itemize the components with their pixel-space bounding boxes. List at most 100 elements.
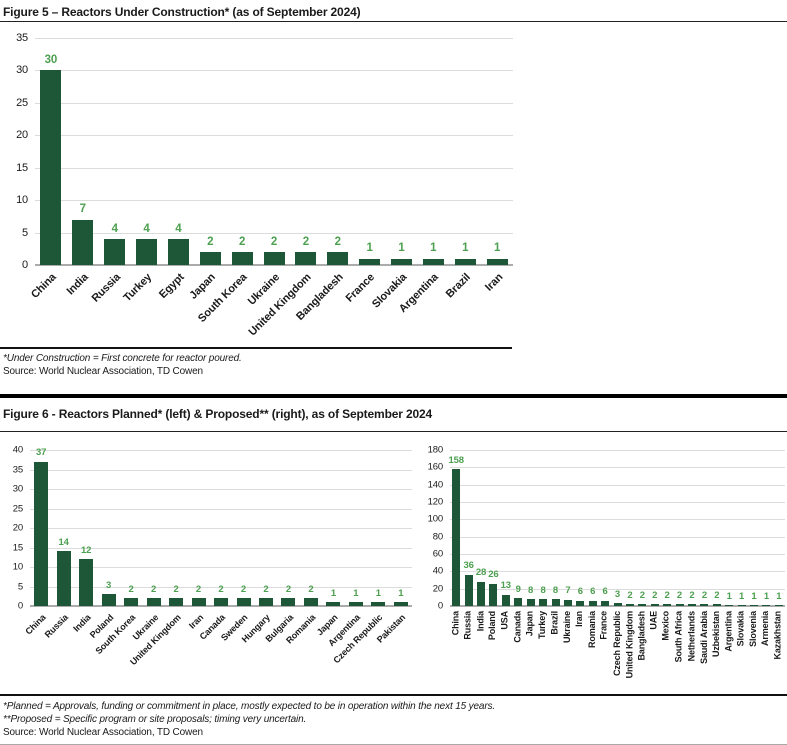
bar (303, 598, 318, 606)
x-category-label: China (29, 271, 59, 301)
x-category-label: Japan (524, 611, 535, 637)
y-tick-label: 30 (12, 483, 23, 495)
bar (327, 252, 349, 265)
bar (79, 559, 94, 606)
bar (72, 219, 94, 265)
gridline (35, 167, 513, 169)
bar (700, 604, 709, 606)
gridline (450, 502, 785, 503)
bar-value-label: 2 (689, 589, 695, 601)
bar-value-label: 8 (540, 584, 546, 596)
y-tick-label: 35 (16, 32, 28, 44)
bar-value-label: 158 (448, 454, 464, 466)
bar (750, 605, 758, 606)
bar-value-label: 9 (515, 583, 521, 595)
bar-value-label: 1 (726, 590, 732, 602)
bar-value-label: 2 (302, 235, 310, 248)
x-category-label: India (475, 611, 485, 632)
figure5-footnote: *Under Construction = First concrete for… (3, 353, 242, 364)
bar-value-label: 2 (714, 589, 720, 601)
bar (452, 469, 461, 606)
y-tick-label: 30 (16, 64, 28, 77)
gridline (450, 519, 785, 521)
bar-value-label: 1 (776, 590, 782, 602)
figure6-chart-region: 0 5 10 15 20 25 30 35 40 37 China 14 Russia 12 India 3 P… (0, 432, 787, 694)
bar (762, 605, 771, 606)
bar (737, 605, 746, 606)
bar-value-label: 1 (353, 587, 359, 599)
bar (576, 600, 585, 606)
gridline (30, 528, 412, 529)
bar (526, 599, 535, 606)
bar-value-label: 2 (270, 235, 278, 248)
bar (551, 599, 560, 606)
bar-value-label: 1 (739, 590, 745, 602)
bar-value-label: 2 (207, 235, 214, 248)
bar (477, 581, 485, 606)
figure6-footnote-planned: *Planned = Approvals, funding or commitm… (3, 701, 495, 712)
bar (422, 258, 444, 265)
y-tick-label: 60 (432, 548, 443, 560)
bar (124, 598, 139, 606)
bar-value-label: 1 (375, 587, 381, 599)
x-category-label: Brazil (443, 271, 473, 301)
bar-value-label: 2 (128, 583, 134, 595)
bar (56, 551, 71, 606)
bar-value-label: 6 (577, 586, 583, 598)
bar-value-label: 2 (195, 583, 202, 595)
x-category-label: Slovenia (748, 611, 758, 647)
figure5-header: Figure 5 – Reactors Under Construction* … (0, 0, 787, 22)
x-category-label: South Africa (673, 611, 684, 663)
bar (167, 239, 189, 265)
bar-value-label: 28 (475, 567, 487, 579)
figure6-footnote-proposed: **Proposed = Specific program or site pr… (3, 714, 307, 725)
bar (169, 598, 184, 606)
figure5-title: Figure 5 – Reactors Under Construction* … (3, 5, 361, 19)
bar-value-label: 1 (366, 242, 373, 254)
figure6-planned-bar-chart: 0 5 10 15 20 25 30 35 40 37 China 14 Russia 12 India 3 P… (0, 432, 420, 694)
bar-value-label: 2 (263, 583, 269, 595)
figure5-footer: *Under Construction = First concrete for… (0, 347, 787, 394)
bar (391, 258, 412, 265)
y-tick-label: 20 (16, 129, 28, 142)
bar-value-label: 8 (528, 584, 534, 596)
gridline (30, 567, 412, 568)
y-tick-label: 20 (12, 522, 23, 534)
x-category-label: Romania (586, 611, 597, 648)
bar (199, 252, 221, 265)
bar-value-label: 2 (701, 589, 707, 601)
y-tick-label: 25 (16, 96, 28, 109)
x-category-label: Ukraine (561, 611, 572, 643)
gridline (35, 38, 513, 39)
bar (774, 605, 783, 606)
y-tick-label: 0 (437, 600, 443, 612)
figure6-source: Source: World Nuclear Association, TD Co… (3, 727, 203, 738)
bar-value-label: 26 (488, 569, 499, 580)
bar (191, 598, 206, 606)
x-category-label: China (450, 611, 461, 636)
bar (231, 252, 253, 265)
x-category-label: Bangladesh (636, 611, 647, 661)
bar (601, 600, 610, 606)
gridline (450, 450, 785, 451)
gridline (450, 554, 785, 555)
gridline (30, 489, 412, 490)
x-category-label: Argentina (723, 611, 734, 652)
figure6-proposed-bar-chart: 0 20 40 60 80 100 120 140 160 180 158 China 36 Russia… (420, 432, 787, 694)
y-tick-label: 15 (12, 542, 23, 553)
bar-value-label: 1 (430, 242, 437, 254)
bar-value-label: 2 (676, 589, 683, 601)
x-category-label: Czech Republic (611, 611, 622, 676)
x-category-label: Kazakhstan (772, 611, 783, 660)
bar-value-label: 12 (81, 544, 92, 556)
bar (281, 598, 296, 606)
x-category-label: Egypt (156, 271, 187, 301)
x-category-label: Poland (487, 611, 498, 641)
bar (650, 604, 659, 606)
bar (638, 604, 647, 606)
figure5-chart-region: 0 5 10 15 20 25 30 35 30 China 7 India 4 Russia 4 Turke… (0, 22, 787, 347)
bar (34, 461, 49, 606)
bar-value-label: 4 (175, 222, 182, 235)
bar-value-label: 30 (44, 53, 58, 66)
y-tick-label: 0 (17, 600, 23, 612)
